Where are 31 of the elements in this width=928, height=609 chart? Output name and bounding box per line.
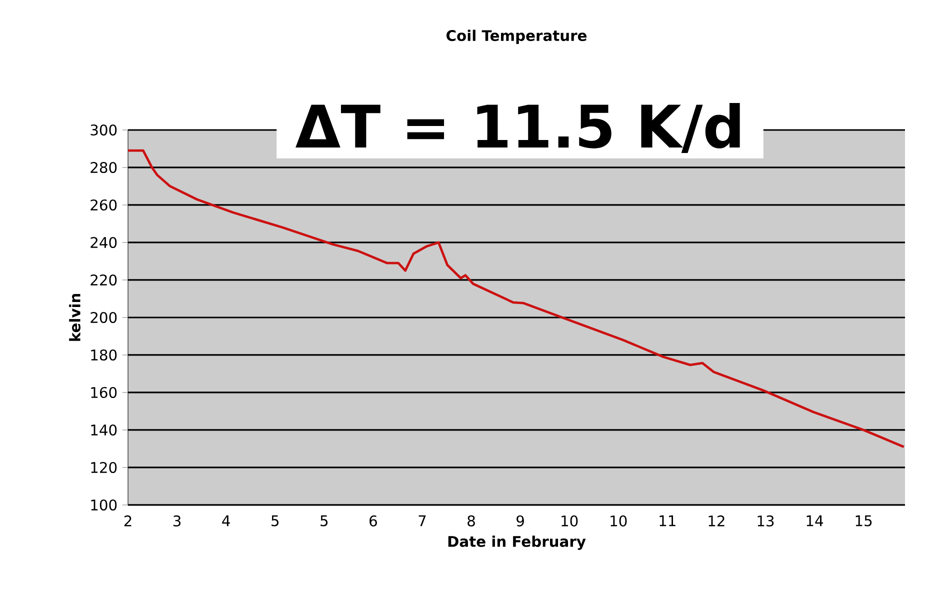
y-tick-label: 240 (90, 236, 117, 248)
x-tick-label: 5 (272, 515, 278, 526)
y-tick-label: 260 (90, 199, 117, 211)
y-axis-title: kelvin (69, 294, 80, 341)
y-tick-label: 160 (91, 386, 117, 398)
x-tick-label: 10 (610, 515, 627, 526)
annotation: ΔT = 11.5 K/d (296, 102, 740, 153)
y-tick-label: 200 (90, 312, 117, 324)
x-tick-label: 13 (758, 515, 774, 526)
x-tick-label: 14 (806, 515, 824, 526)
x-tick-label: 7 (418, 515, 426, 526)
x-tick-label: 15 (856, 515, 872, 526)
x-tick-label: 5 (320, 515, 328, 526)
chart-title: Coil Temperature (446, 30, 587, 44)
x-tick-label: 11 (660, 515, 676, 526)
x-tick-label: 3 (173, 515, 181, 526)
x-tick-label: 6 (370, 515, 377, 526)
x-tick-label: 10 (562, 515, 578, 526)
y-tick-label: 100 (91, 499, 117, 511)
y-tick-label: 180 (91, 349, 117, 361)
x-tick-label: 8 (468, 515, 475, 526)
x-tick-label: 2 (124, 515, 132, 526)
x-tick-label: 12 (708, 515, 724, 526)
x-axis-title: Date in February (448, 536, 586, 550)
y-tick-label: 120 (91, 462, 117, 474)
y-tick-label: 300 (90, 124, 117, 136)
y-tick-label: 280 (90, 162, 117, 174)
y-tick-label: 220 (90, 274, 117, 286)
x-tick-label: 4 (222, 515, 230, 526)
y-tick-label: 140 (91, 424, 117, 436)
x-tick-label: 9 (516, 515, 524, 526)
